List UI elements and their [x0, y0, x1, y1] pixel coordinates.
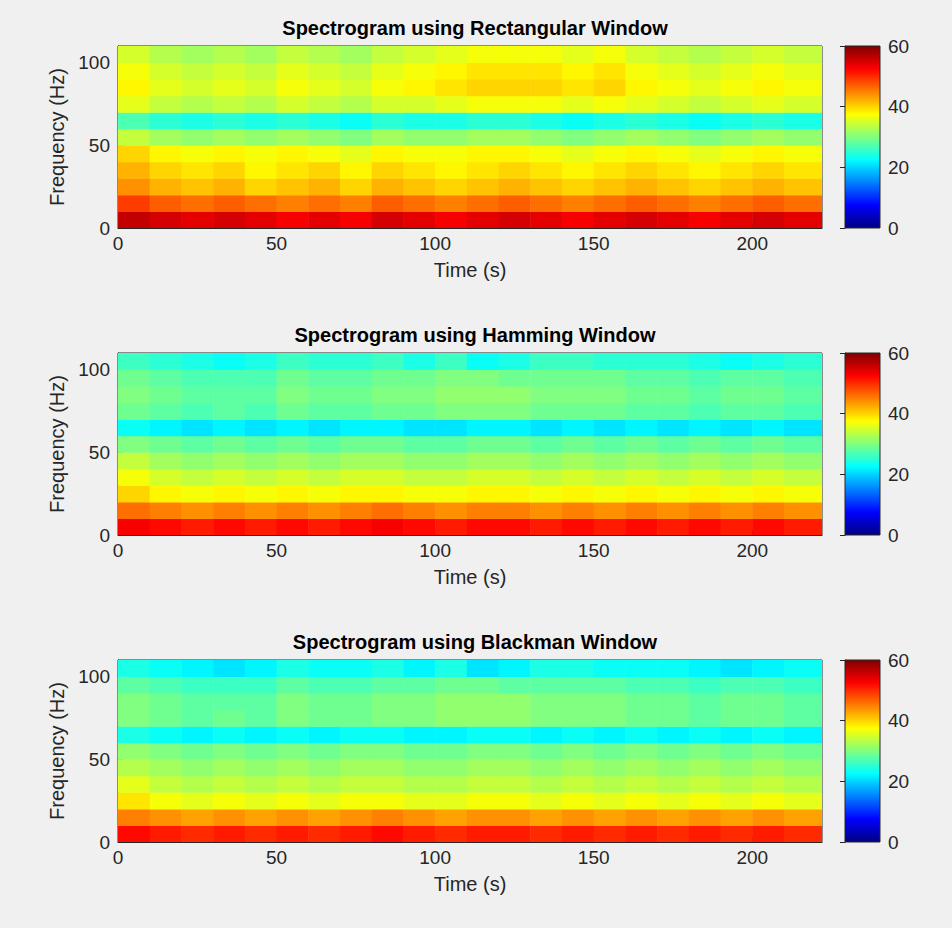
- svg-text:100: 100: [78, 52, 110, 73]
- svg-text:200: 200: [736, 233, 768, 254]
- svg-text:60: 60: [888, 343, 909, 364]
- svg-text:150: 150: [578, 233, 610, 254]
- svg-text:200: 200: [736, 540, 768, 561]
- svg-text:Frequency (Hz): Frequency (Hz): [46, 682, 68, 820]
- svg-text:20: 20: [888, 771, 909, 792]
- svg-text:200: 200: [736, 847, 768, 868]
- svg-text:50: 50: [89, 749, 110, 770]
- svg-text:0: 0: [99, 832, 110, 853]
- svg-text:Time (s): Time (s): [434, 873, 507, 895]
- svg-text:0: 0: [113, 847, 124, 868]
- svg-text:100: 100: [419, 540, 451, 561]
- svg-text:20: 20: [888, 157, 909, 178]
- svg-text:40: 40: [888, 403, 909, 424]
- svg-text:60: 60: [888, 650, 909, 671]
- svg-text:40: 40: [888, 96, 909, 117]
- svg-text:0: 0: [888, 218, 899, 239]
- svg-text:50: 50: [89, 442, 110, 463]
- svg-text:0: 0: [113, 540, 124, 561]
- svg-text:Frequency (Hz): Frequency (Hz): [46, 68, 68, 206]
- svg-text:Time (s): Time (s): [434, 566, 507, 588]
- svg-text:100: 100: [78, 359, 110, 380]
- svg-text:50: 50: [266, 233, 287, 254]
- svg-text:Time (s): Time (s): [434, 259, 507, 281]
- svg-text:0: 0: [888, 832, 899, 853]
- svg-text:Spectrogram using Hamming Wind: Spectrogram using Hamming Window: [295, 324, 656, 346]
- svg-text:0: 0: [99, 218, 110, 239]
- svg-text:50: 50: [266, 540, 287, 561]
- svg-text:0: 0: [888, 525, 899, 546]
- svg-text:0: 0: [113, 233, 124, 254]
- svg-text:50: 50: [89, 135, 110, 156]
- svg-text:Spectrogram using Blackman Win: Spectrogram using Blackman Window: [293, 631, 658, 653]
- svg-text:100: 100: [78, 666, 110, 687]
- svg-text:0: 0: [99, 525, 110, 546]
- svg-text:40: 40: [888, 710, 909, 731]
- svg-text:100: 100: [419, 233, 451, 254]
- svg-text:150: 150: [578, 540, 610, 561]
- svg-text:100: 100: [419, 847, 451, 868]
- svg-text:Spectrogram using Rectangular: Spectrogram using Rectangular Window: [282, 17, 668, 39]
- svg-text:20: 20: [888, 464, 909, 485]
- svg-text:50: 50: [266, 847, 287, 868]
- svg-text:150: 150: [578, 847, 610, 868]
- svg-text:60: 60: [888, 36, 909, 57]
- svg-text:Frequency (Hz): Frequency (Hz): [46, 375, 68, 513]
